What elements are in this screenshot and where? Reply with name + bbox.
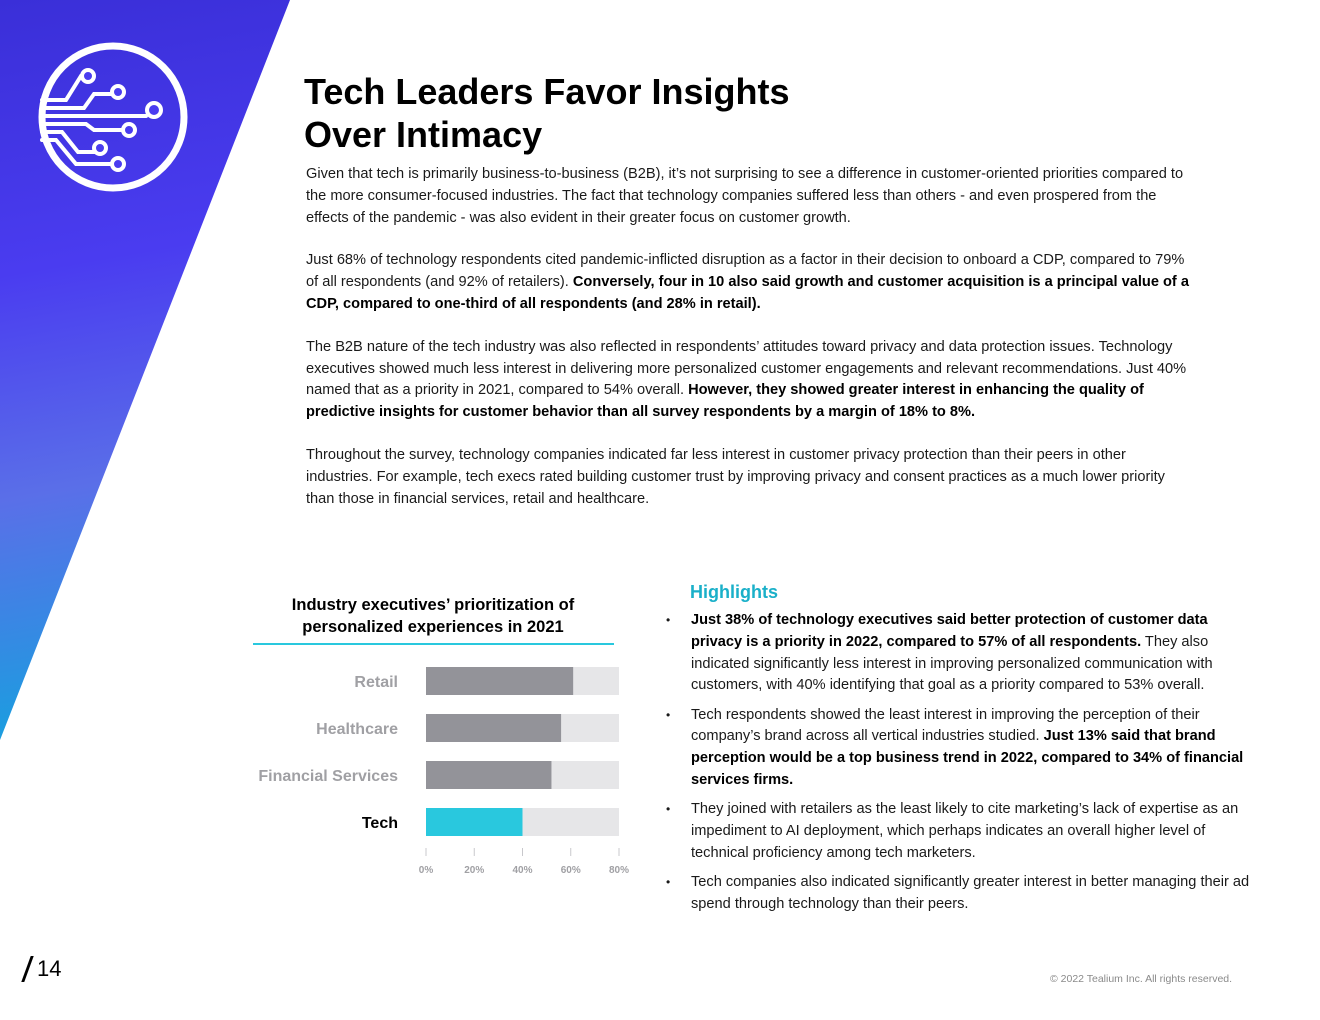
- highlight-bold: Just 13% said that brand perception woul…: [691, 728, 1244, 789]
- highlight-text: Tech respondents showed the least intere…: [691, 706, 1200, 745]
- bar-tech: [426, 808, 523, 836]
- paragraph-4: Throughout the survey, technology compan…: [306, 446, 1165, 507]
- page-title: Tech Leaders Favor Insights Over Intimac…: [304, 70, 944, 156]
- paragraph-2-text: Just 68% of technology respondents cited…: [306, 252, 1185, 291]
- category-label: Financial Services: [258, 768, 398, 785]
- page-number: 14: [21, 956, 62, 982]
- copyright: © 2022 Tealium Inc. All rights reserved.: [1050, 973, 1233, 985]
- paragraph-3-text: The B2B nature of the tech industry was …: [306, 338, 1187, 399]
- paragraph-1: Given that tech is primarily business-to…: [306, 166, 1184, 226]
- highlights-list: Just 38% of technology executives said b…: [666, 610, 1256, 923]
- page-number-text: 14: [37, 956, 62, 981]
- tick-label: 40%: [512, 865, 532, 876]
- category-label: Retail: [354, 674, 398, 691]
- chart-title: Industry executives’ prioritization of p…: [291, 596, 575, 636]
- body-text: Given that tech is primarily business-to…: [306, 164, 1196, 531]
- tick-label: 80%: [609, 865, 629, 876]
- paragraph-2-bold: Conversely, four in 10 also said growth …: [306, 274, 1189, 312]
- category-label: Healthcare: [316, 721, 398, 738]
- tick-label: 0%: [419, 865, 434, 876]
- title-line-1: Tech Leaders Favor Insights: [304, 71, 790, 112]
- highlights-title: Highlights: [690, 582, 778, 602]
- tick-label: 60%: [561, 865, 581, 876]
- bar-retail: [426, 667, 574, 695]
- paragraph-3: The B2B nature of the tech industry was …: [306, 337, 1196, 424]
- bar-healthcare: [426, 714, 562, 742]
- tick-label: 20%: [464, 865, 484, 876]
- highlight-item: Just 38% of technology executives said b…: [666, 610, 1256, 697]
- paragraph-3-bold: However, they showed greater interest in…: [306, 382, 1144, 421]
- slash-mark: [21, 956, 34, 982]
- highlight-item: They joined with retailers as the least …: [666, 799, 1256, 864]
- paragraph-2: Just 68% of technology respondents cited…: [306, 250, 1196, 315]
- highlight-text: Tech companies also indicated significan…: [691, 874, 1250, 913]
- bar-chart: Retail Healthcare Financial Services Tech 0%…: [258, 667, 629, 876]
- highlight-text: They also indicated significantly less i…: [691, 633, 1213, 694]
- highlight-bold: Just 38% of technology executives said b…: [691, 612, 1208, 650]
- highlight-item: Tech companies also indicated significan…: [666, 872, 1256, 916]
- highlight-item: Tech respondents showed the least intere…: [666, 705, 1256, 792]
- bar-financial-services: [426, 761, 552, 789]
- chart-title-rule: [253, 643, 614, 645]
- title-line-2: Over Intimacy: [304, 114, 543, 155]
- category-label: Tech: [362, 815, 398, 832]
- highlight-text: They joined with retailers as the least …: [691, 801, 1239, 861]
- circuit-icon: [38, 42, 188, 192]
